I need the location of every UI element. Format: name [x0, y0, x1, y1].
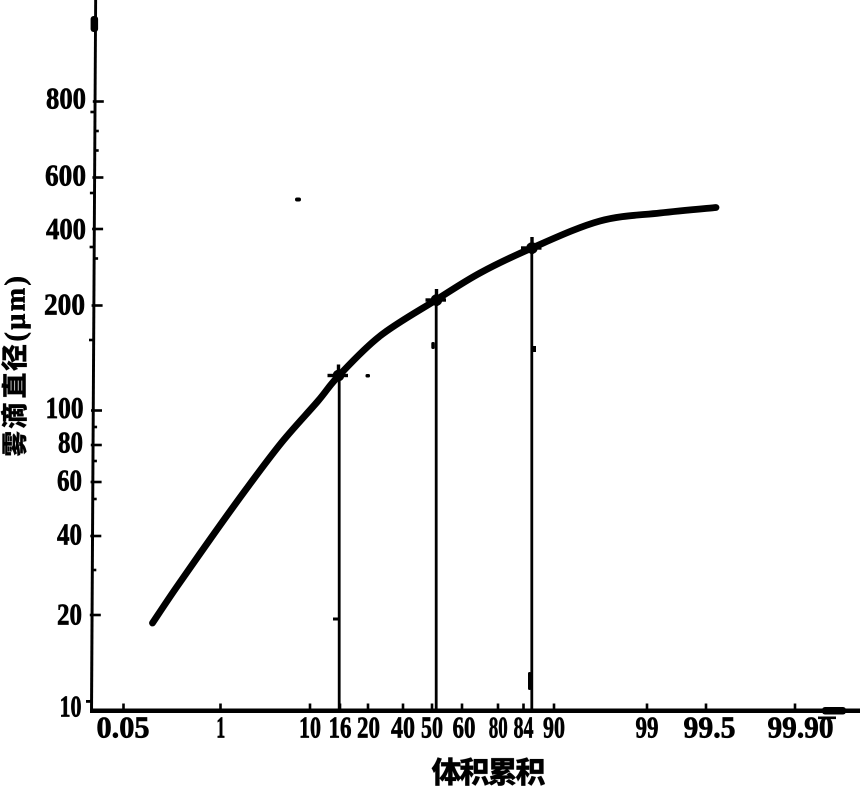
svg-text:10: 10 — [299, 710, 321, 745]
svg-text:90: 90 — [543, 710, 565, 745]
svg-text:10: 10 — [60, 688, 82, 723]
svg-text:40: 40 — [391, 710, 415, 745]
svg-text:80: 80 — [58, 425, 83, 460]
svg-text:20: 20 — [57, 597, 82, 632]
svg-text:99: 99 — [636, 710, 659, 745]
svg-text:0.05: 0.05 — [97, 710, 150, 745]
svg-text:99.5: 99.5 — [684, 710, 736, 745]
svg-text:16: 16 — [329, 710, 352, 745]
svg-text:400: 400 — [46, 211, 86, 246]
svg-text:40: 40 — [57, 517, 82, 552]
svg-text:600: 600 — [45, 157, 86, 192]
svg-text:80: 80 — [489, 710, 508, 745]
svg-text:50: 50 — [421, 710, 443, 745]
svg-text:60: 60 — [57, 463, 82, 498]
svg-text:60: 60 — [453, 710, 476, 745]
svg-text:20: 20 — [357, 710, 380, 745]
svg-text:99.90: 99.90 — [768, 710, 834, 745]
svg-text:100: 100 — [46, 390, 84, 425]
svg-text:200: 200 — [44, 287, 85, 322]
svg-text:(μm): (μm) — [1, 274, 32, 342]
svg-text:1: 1 — [216, 710, 225, 745]
svg-text:800: 800 — [46, 81, 86, 116]
svg-text:84: 84 — [514, 710, 534, 745]
